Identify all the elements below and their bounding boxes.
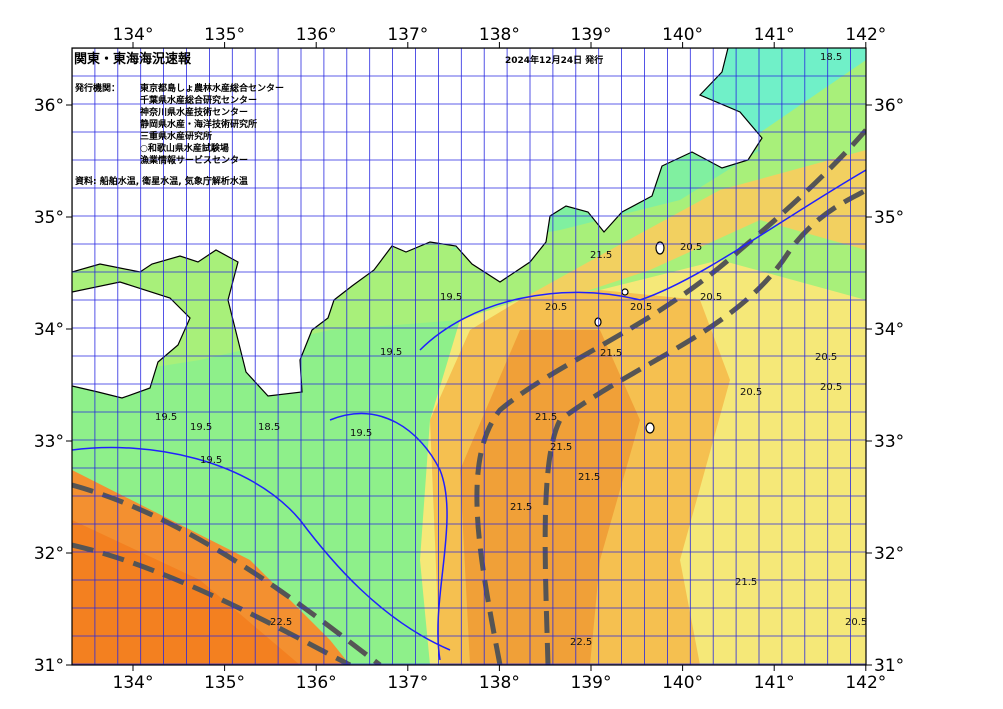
graticule [72, 48, 866, 665]
issuer: 静岡県水産・海洋技術研究所 [140, 118, 257, 130]
contour-label: 19.5 [440, 292, 462, 303]
contour-label: 21.5 [600, 348, 622, 359]
issuer: 東京都島しょ農林水産総合センター [140, 82, 284, 94]
contour-label: 21.5 [590, 250, 612, 261]
contour-label: 20.5 [740, 387, 762, 398]
contour-label: 21.5 [578, 472, 600, 483]
land [72, 48, 763, 434]
lon-tick-label: 136° [296, 673, 337, 693]
issuers: 東京都島しょ農林水産総合センター千葉県水産総合研究センター神奈川県水産技術センタ… [140, 82, 284, 166]
lon-tick-label: 140° [662, 673, 703, 693]
contour-label: 22.5 [570, 637, 592, 648]
lat-tick-label: 31° [34, 656, 64, 676]
issuers-label: 発行機関： [74, 82, 120, 94]
contour-label: 20.5 [545, 302, 567, 313]
lon-tick-label: 142° [845, 673, 886, 693]
lon-tick-label: 142° [845, 25, 886, 45]
lat-tick-label: 35° [34, 208, 64, 228]
lat-tick-label: 36° [874, 96, 904, 116]
lon-tick-label: 141° [754, 673, 795, 693]
lon-tick-label: 139° [571, 673, 612, 693]
contour-label: 21.5 [550, 442, 572, 453]
contour-label: 21.5 [535, 412, 557, 423]
lat-tick-label: 33° [34, 432, 64, 452]
contour-label: 19.5 [380, 347, 402, 358]
contour-label: 20.5 [700, 292, 722, 303]
contour-label: 19.5 [350, 428, 372, 439]
title: 関東・東海海況速報 [74, 51, 192, 67]
lon-tick-label: 134° [113, 25, 154, 45]
lon-tick-label: 139° [571, 25, 612, 45]
lat-tick-label: 34° [874, 320, 904, 340]
lon-tick-label: 134° [113, 673, 154, 693]
contour-labels: 19.5 19.5 19.5 18.5 19.5 19.5 20.5 21.5 21.5 21.5… [155, 52, 867, 648]
contour-label: 20.5 [815, 352, 837, 363]
axes: 134° 134° 135° 135° 136° 136° 137° 137° 138° 138°… [34, 25, 904, 693]
contour-label: 21.5 [735, 577, 757, 588]
lon-tick-label: 141° [754, 25, 795, 45]
issuer: 漁業情報サービスセンター [140, 154, 248, 166]
contour-label: 21.5 [510, 502, 532, 513]
lon-tick-label: 137° [387, 673, 428, 693]
lon-tick-label: 135° [204, 673, 245, 693]
issuer: 神奈川県水産技術センター [140, 106, 248, 118]
contour-label: 19.5 [200, 455, 222, 466]
issue-date: 2024年12月24日 発行 [505, 54, 603, 66]
lon-tick-label: 138° [479, 25, 520, 45]
lat-tick-label: 36° [34, 96, 64, 116]
contour-label: 19.5 [155, 412, 177, 423]
lon-tick-label: 137° [387, 25, 428, 45]
lat-tick-label: 33° [874, 432, 904, 452]
map-frame [71, 47, 867, 666]
contour-label: 20.5 [680, 242, 702, 253]
contour-label: 18.5 [820, 52, 842, 63]
lat-tick-label: 35° [874, 208, 904, 228]
contour-label: 20.5 [845, 617, 867, 628]
issuer: 千葉県水産総合研究センター [140, 94, 257, 106]
contour-label: 20.5 [630, 302, 652, 313]
lat-tick-label: 31° [874, 656, 904, 676]
lon-tick-label: 135° [204, 25, 245, 45]
contour-label: 22.5 [270, 617, 292, 628]
lon-tick-label: 140° [662, 25, 703, 45]
issuer: ○和歌山県水産試験場 [140, 142, 229, 154]
lat-tick-label: 32° [874, 544, 904, 564]
contour-label: 20.5 [820, 382, 842, 393]
contour-label: 18.5 [258, 422, 280, 433]
lon-tick-label: 136° [296, 25, 337, 45]
lat-tick-label: 34° [34, 320, 64, 340]
lat-tick-label: 32° [34, 544, 64, 564]
source: 資料: 船舶水温, 衛星水温, 気象庁解析水温 [75, 175, 248, 187]
contour-label: 19.5 [190, 422, 212, 433]
lon-tick-label: 138° [479, 673, 520, 693]
issuer: 三重県水産研究所 [140, 130, 212, 142]
